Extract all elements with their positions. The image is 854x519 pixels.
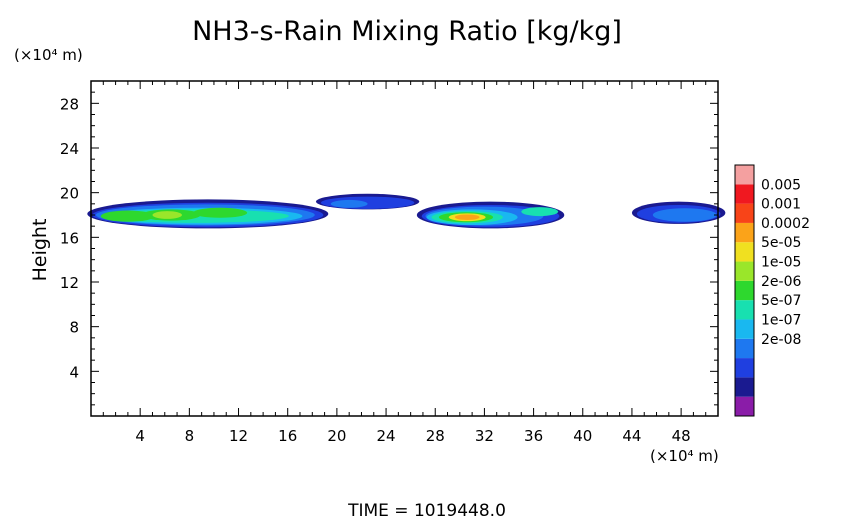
y-tick-label: 24 <box>60 140 79 158</box>
y-tick-label: 28 <box>60 95 79 113</box>
colorbar-swatch <box>735 165 754 185</box>
y-tick-label: 12 <box>60 274 79 292</box>
colorbar-label: 5e-07 <box>761 293 801 309</box>
contour-region <box>652 208 717 222</box>
x-tick-label: 24 <box>377 427 396 445</box>
x-tick-label: 12 <box>229 427 248 445</box>
colorbar-swatch <box>735 338 754 359</box>
colorbar-label: 0.005 <box>761 177 801 193</box>
colorbar-swatch <box>735 280 754 301</box>
colorbar-label: 2e-06 <box>761 274 801 290</box>
colorbar-swatch <box>735 300 754 320</box>
x-tick-label: 32 <box>475 427 494 445</box>
y-tick-label: 16 <box>60 229 79 247</box>
x-tick-label: 28 <box>426 427 445 445</box>
x-tick-label: 40 <box>573 427 592 445</box>
contour-region <box>330 199 368 208</box>
x-tick-label: 8 <box>185 427 195 445</box>
colorbar-swatch <box>735 377 754 397</box>
y-unit-label: (×10⁴ m) <box>14 46 83 64</box>
x-unit-label: (×10⁴ m) <box>650 447 719 465</box>
plot-frame <box>90 80 719 417</box>
colorbar-swatch <box>735 396 754 416</box>
x-tick-label: 44 <box>622 427 641 445</box>
colorbar-swatch <box>735 319 754 339</box>
x-tick-label: 48 <box>672 427 691 445</box>
colorbar-frame <box>734 164 755 417</box>
colorbar-label: 0.0002 <box>761 216 810 232</box>
time-label: TIME = 1019448.0 <box>347 501 506 519</box>
colorbar: 0.005 0.001 0.0002 5e-05 1e-05 2e-06 5e-07 1e-0… <box>734 164 810 417</box>
colorbar-swatch <box>735 184 754 204</box>
x-tick-label: 16 <box>278 427 297 445</box>
colorbar-label: 2e-08 <box>761 332 801 348</box>
colorbar-swatch <box>735 242 754 262</box>
contour-region <box>193 207 248 218</box>
colorbar-label: 1e-05 <box>761 255 801 271</box>
x-tick-label: 36 <box>524 427 543 445</box>
colorbar-swatch <box>735 358 754 378</box>
colorbar-label: 5e-05 <box>761 235 801 251</box>
contour-region <box>152 211 182 219</box>
x-tick-label: 4 <box>135 427 145 445</box>
colorbar-label: 0.001 <box>761 197 801 213</box>
contour-region <box>454 214 480 221</box>
plot-area <box>87 193 726 229</box>
contour-region <box>100 210 155 222</box>
y-axis-label: Height <box>29 219 51 282</box>
colorbar-label: 1e-07 <box>761 312 801 328</box>
y-tick-label: 20 <box>60 185 79 203</box>
y-tick-label: 4 <box>69 363 79 381</box>
chart-title: NH3-s-Rain Mixing Ratio [kg/kg] <box>192 16 622 47</box>
y-tick-label: 8 <box>69 319 79 337</box>
colorbar-swatch <box>735 222 754 243</box>
colorbar-swatch <box>735 203 754 223</box>
contour-region <box>521 207 559 217</box>
x-tick-label: 20 <box>327 427 346 445</box>
colorbar-swatch <box>735 261 754 281</box>
